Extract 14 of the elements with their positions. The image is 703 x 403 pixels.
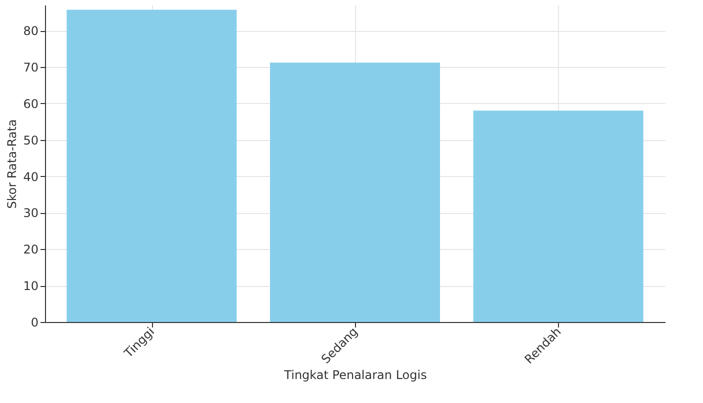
y-tick-label: 50	[23, 133, 38, 148]
y-tick-label: 30	[23, 206, 38, 220]
y-tick-label: 40	[23, 170, 38, 184]
bar	[270, 62, 440, 322]
bar	[473, 110, 644, 322]
y-tick-label: 80	[23, 24, 38, 38]
y-axis-title: Skor Rata-Rata	[5, 119, 20, 209]
bar	[66, 10, 237, 322]
y-tick-label: 70	[23, 60, 38, 74]
y-tick-label: 60	[23, 96, 38, 111]
x-axis-title: Tingkat Penalaran Logis	[283, 368, 427, 382]
y-tick-label: 20	[23, 242, 38, 257]
y-tick-label: 10	[23, 279, 38, 294]
y-tick-label: 0	[30, 316, 38, 330]
